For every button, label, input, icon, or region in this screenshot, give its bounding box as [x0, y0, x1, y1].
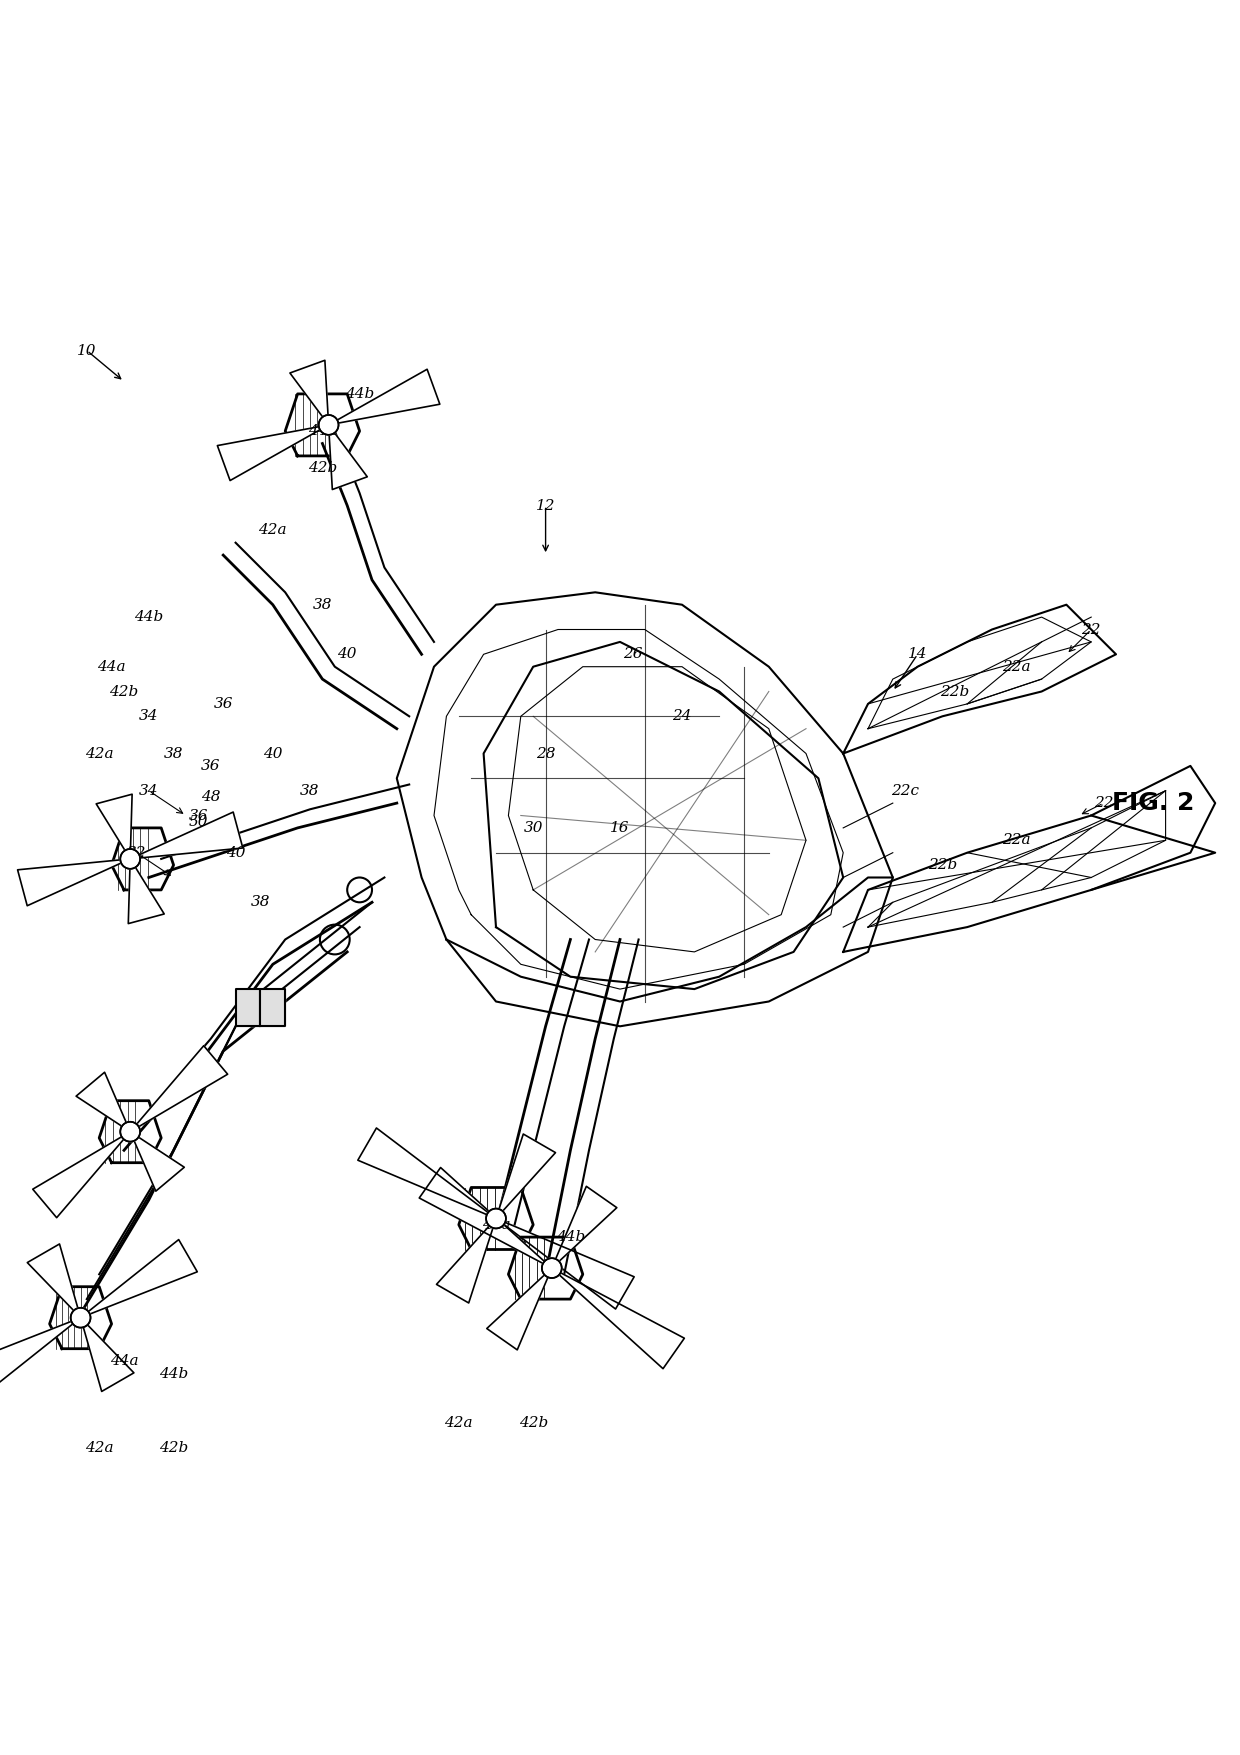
Polygon shape: [496, 1218, 634, 1309]
Polygon shape: [130, 813, 243, 858]
Circle shape: [242, 1002, 254, 1014]
Polygon shape: [130, 1132, 185, 1192]
Text: 44a: 44a: [481, 1218, 511, 1232]
Text: 22c: 22c: [892, 784, 919, 799]
Circle shape: [120, 1121, 140, 1141]
Text: 22b: 22b: [928, 858, 957, 872]
Circle shape: [120, 1121, 140, 1141]
Text: 50: 50: [188, 814, 208, 828]
Text: 38: 38: [164, 746, 184, 760]
Text: 40: 40: [337, 648, 357, 662]
Circle shape: [120, 849, 140, 869]
Text: 42a: 42a: [444, 1416, 474, 1430]
Text: 48: 48: [201, 790, 221, 804]
Polygon shape: [329, 425, 367, 490]
Text: 44b: 44b: [159, 1367, 188, 1381]
Circle shape: [542, 1258, 562, 1278]
Text: 44b: 44b: [556, 1230, 585, 1244]
Text: 42a: 42a: [84, 1441, 114, 1455]
Text: 42b: 42b: [518, 1416, 548, 1430]
Polygon shape: [76, 1072, 130, 1132]
Text: 36: 36: [201, 758, 221, 772]
Polygon shape: [27, 1244, 81, 1318]
Text: FIG. 2: FIG. 2: [1112, 792, 1194, 814]
Polygon shape: [81, 1239, 197, 1318]
Text: 14: 14: [908, 648, 928, 662]
Circle shape: [486, 1209, 506, 1228]
Text: 38: 38: [250, 895, 270, 909]
Polygon shape: [17, 858, 130, 906]
Text: 42a: 42a: [84, 746, 114, 760]
Polygon shape: [236, 990, 260, 1027]
Polygon shape: [496, 1134, 556, 1218]
Text: 22b: 22b: [940, 684, 970, 698]
Polygon shape: [487, 1269, 552, 1350]
Polygon shape: [552, 1186, 616, 1269]
Text: 40: 40: [263, 746, 283, 760]
Circle shape: [71, 1307, 91, 1327]
Text: 16: 16: [610, 821, 630, 835]
Text: 22a: 22a: [1002, 660, 1032, 674]
Text: 36: 36: [213, 697, 233, 711]
Text: 22: 22: [1081, 623, 1101, 637]
Polygon shape: [130, 1046, 228, 1132]
Text: 12: 12: [536, 498, 556, 512]
Text: 10: 10: [77, 344, 97, 358]
Polygon shape: [260, 990, 285, 1027]
Polygon shape: [552, 1269, 684, 1369]
Polygon shape: [290, 360, 329, 425]
Polygon shape: [0, 1318, 81, 1395]
Text: 30: 30: [523, 821, 543, 835]
Text: 44a: 44a: [109, 1355, 139, 1369]
Text: 44b: 44b: [345, 386, 374, 400]
Circle shape: [542, 1258, 562, 1278]
Text: 38: 38: [300, 784, 320, 799]
Polygon shape: [419, 1167, 552, 1269]
Text: 34: 34: [139, 709, 159, 723]
Circle shape: [486, 1209, 506, 1228]
Circle shape: [319, 414, 339, 435]
Polygon shape: [128, 858, 164, 923]
Polygon shape: [358, 1128, 496, 1218]
Text: 42b: 42b: [109, 684, 139, 698]
Text: 26: 26: [622, 648, 642, 662]
Circle shape: [319, 414, 339, 435]
Polygon shape: [217, 425, 329, 481]
Text: 24: 24: [672, 709, 692, 723]
Text: 32: 32: [126, 846, 146, 860]
Text: 42b: 42b: [308, 462, 337, 476]
Polygon shape: [32, 1132, 130, 1218]
Text: 28: 28: [536, 746, 556, 760]
Text: 36: 36: [188, 809, 208, 823]
Text: 44a: 44a: [97, 660, 126, 674]
Text: 40: 40: [226, 846, 246, 860]
Text: 42a: 42a: [258, 523, 288, 537]
Text: 44a: 44a: [308, 425, 337, 439]
Polygon shape: [436, 1218, 496, 1302]
Circle shape: [71, 1307, 91, 1327]
Circle shape: [120, 849, 140, 869]
Text: 22: 22: [1094, 797, 1114, 811]
Text: 22a: 22a: [1002, 834, 1032, 848]
Polygon shape: [329, 369, 440, 425]
Text: 34: 34: [139, 784, 159, 799]
Polygon shape: [81, 1318, 134, 1392]
Text: 38: 38: [312, 598, 332, 612]
Polygon shape: [97, 795, 133, 858]
Text: 44b: 44b: [134, 611, 164, 625]
Text: 42b: 42b: [159, 1441, 188, 1455]
